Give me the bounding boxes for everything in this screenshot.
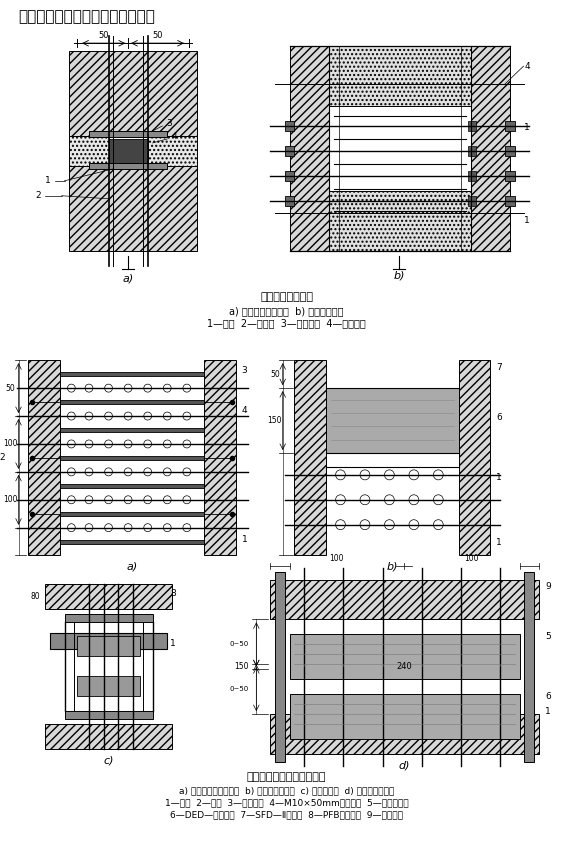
Text: 电缆穿墙防水、防火保护处理方法: 电缆穿墙防水、防火保护处理方法: [19, 9, 156, 24]
Text: 1: 1: [525, 216, 530, 225]
Text: 电缆穿墙孔洞阻火封堵做法: 电缆穿墙孔洞阻火封堵做法: [247, 772, 327, 782]
Text: 150: 150: [234, 661, 249, 671]
Bar: [204, 360, 236, 555]
Bar: [45, 724, 172, 749]
Text: b): b): [386, 562, 398, 571]
Text: 3: 3: [241, 366, 248, 375]
Bar: [60, 400, 204, 404]
Text: 1: 1: [496, 472, 502, 482]
Bar: [77, 637, 140, 656]
Text: 1: 1: [545, 707, 551, 716]
Text: 1: 1: [496, 538, 502, 546]
Bar: [329, 46, 470, 106]
Text: 8: 8: [170, 589, 176, 599]
Text: 50: 50: [6, 384, 16, 393]
Text: 100: 100: [3, 440, 18, 448]
Bar: [285, 121, 294, 131]
Text: 2: 2: [0, 454, 5, 462]
Text: a): a): [126, 562, 138, 571]
Text: c): c): [103, 756, 114, 766]
Bar: [270, 714, 539, 754]
Bar: [285, 196, 294, 205]
Bar: [45, 584, 172, 609]
Text: 50: 50: [98, 31, 109, 40]
Text: 50: 50: [270, 369, 280, 379]
Bar: [60, 456, 204, 460]
Text: 3: 3: [166, 119, 172, 129]
Bar: [69, 136, 108, 166]
Text: 4: 4: [241, 405, 247, 415]
Text: 1—电缆  2—矿棉  3—耐火隔板  4—M10×50mm膨胀螺栓  5—穿墙保护管: 1—电缆 2—矿棉 3—耐火隔板 4—M10×50mm膨胀螺栓 5—穿墙保护管: [165, 799, 408, 807]
Text: 240: 240: [396, 661, 412, 671]
Bar: [329, 191, 470, 251]
Bar: [289, 694, 519, 739]
Bar: [89, 131, 168, 137]
Bar: [275, 571, 285, 762]
Bar: [326, 388, 459, 453]
Bar: [470, 46, 510, 251]
Text: 5: 5: [545, 632, 551, 642]
Bar: [468, 146, 475, 155]
Bar: [285, 146, 294, 155]
Text: 1: 1: [170, 639, 176, 649]
Text: a): a): [122, 273, 134, 283]
Text: 80: 80: [30, 592, 40, 601]
Bar: [69, 166, 197, 251]
Text: 6: 6: [545, 692, 551, 701]
Bar: [285, 171, 294, 180]
Text: 2: 2: [36, 192, 41, 200]
Text: 1—电缆  2—保护管  3—前青麻丝  4—沥蜡注膏: 1—电缆 2—保护管 3—前青麻丝 4—沥蜡注膏: [208, 319, 366, 328]
Text: 1: 1: [45, 176, 51, 186]
Bar: [505, 196, 515, 205]
Bar: [64, 614, 153, 623]
Text: 0~50: 0~50: [229, 642, 249, 648]
Bar: [468, 121, 475, 131]
Text: 1: 1: [241, 535, 248, 544]
Text: 4: 4: [171, 132, 177, 142]
Text: 4: 4: [525, 62, 530, 70]
Bar: [468, 171, 475, 180]
Text: a) 单根电缆引入室内  b) 适用于外防水: a) 单根电缆引入室内 b) 适用于外防水: [230, 307, 344, 316]
Text: 6—DED—直型堵料  7—SFD—Ⅱ型堵料  8—PFB型防火包  9—水泥砂浆: 6—DED—直型堵料 7—SFD—Ⅱ型堵料 8—PFB型防火包 9—水泥砂浆: [170, 811, 403, 819]
Bar: [60, 512, 204, 515]
Bar: [60, 372, 204, 376]
Bar: [28, 360, 60, 555]
Bar: [505, 171, 515, 180]
Bar: [270, 580, 539, 619]
Text: a) 耐火隔板及矿棉封堵  b) 逆面型堵料封堵  c) 防火包封堵  d) 穿墙保护管封堵: a) 耐火隔板及矿棉封堵 b) 逆面型堵料封堵 c) 防火包封堵 d) 穿墙保护…: [179, 786, 394, 795]
Bar: [108, 139, 148, 163]
Bar: [60, 539, 204, 544]
Bar: [89, 163, 168, 169]
Bar: [468, 196, 475, 205]
Text: 7: 7: [496, 363, 502, 372]
Bar: [60, 428, 204, 432]
Text: d): d): [398, 761, 410, 771]
Bar: [505, 146, 515, 155]
Text: 电缆穿墙防水做法: 电缆穿墙防水做法: [260, 292, 313, 302]
Text: 1: 1: [525, 124, 530, 132]
Text: 100: 100: [464, 553, 479, 563]
Bar: [148, 136, 197, 166]
Bar: [77, 676, 140, 696]
Text: 100: 100: [3, 496, 18, 504]
Bar: [294, 360, 326, 555]
Text: b): b): [394, 271, 405, 281]
Text: 6: 6: [496, 413, 502, 422]
Bar: [64, 711, 153, 719]
Bar: [69, 52, 197, 136]
Text: 0~50: 0~50: [229, 686, 249, 692]
Bar: [459, 360, 490, 555]
Bar: [60, 484, 204, 488]
Text: 150: 150: [268, 416, 282, 424]
Bar: [289, 634, 519, 679]
Text: 9: 9: [545, 582, 551, 592]
Bar: [525, 571, 534, 762]
Bar: [50, 633, 168, 649]
Bar: [505, 121, 515, 131]
Text: 100: 100: [329, 553, 344, 563]
Bar: [289, 46, 329, 251]
Text: 50: 50: [152, 31, 163, 40]
